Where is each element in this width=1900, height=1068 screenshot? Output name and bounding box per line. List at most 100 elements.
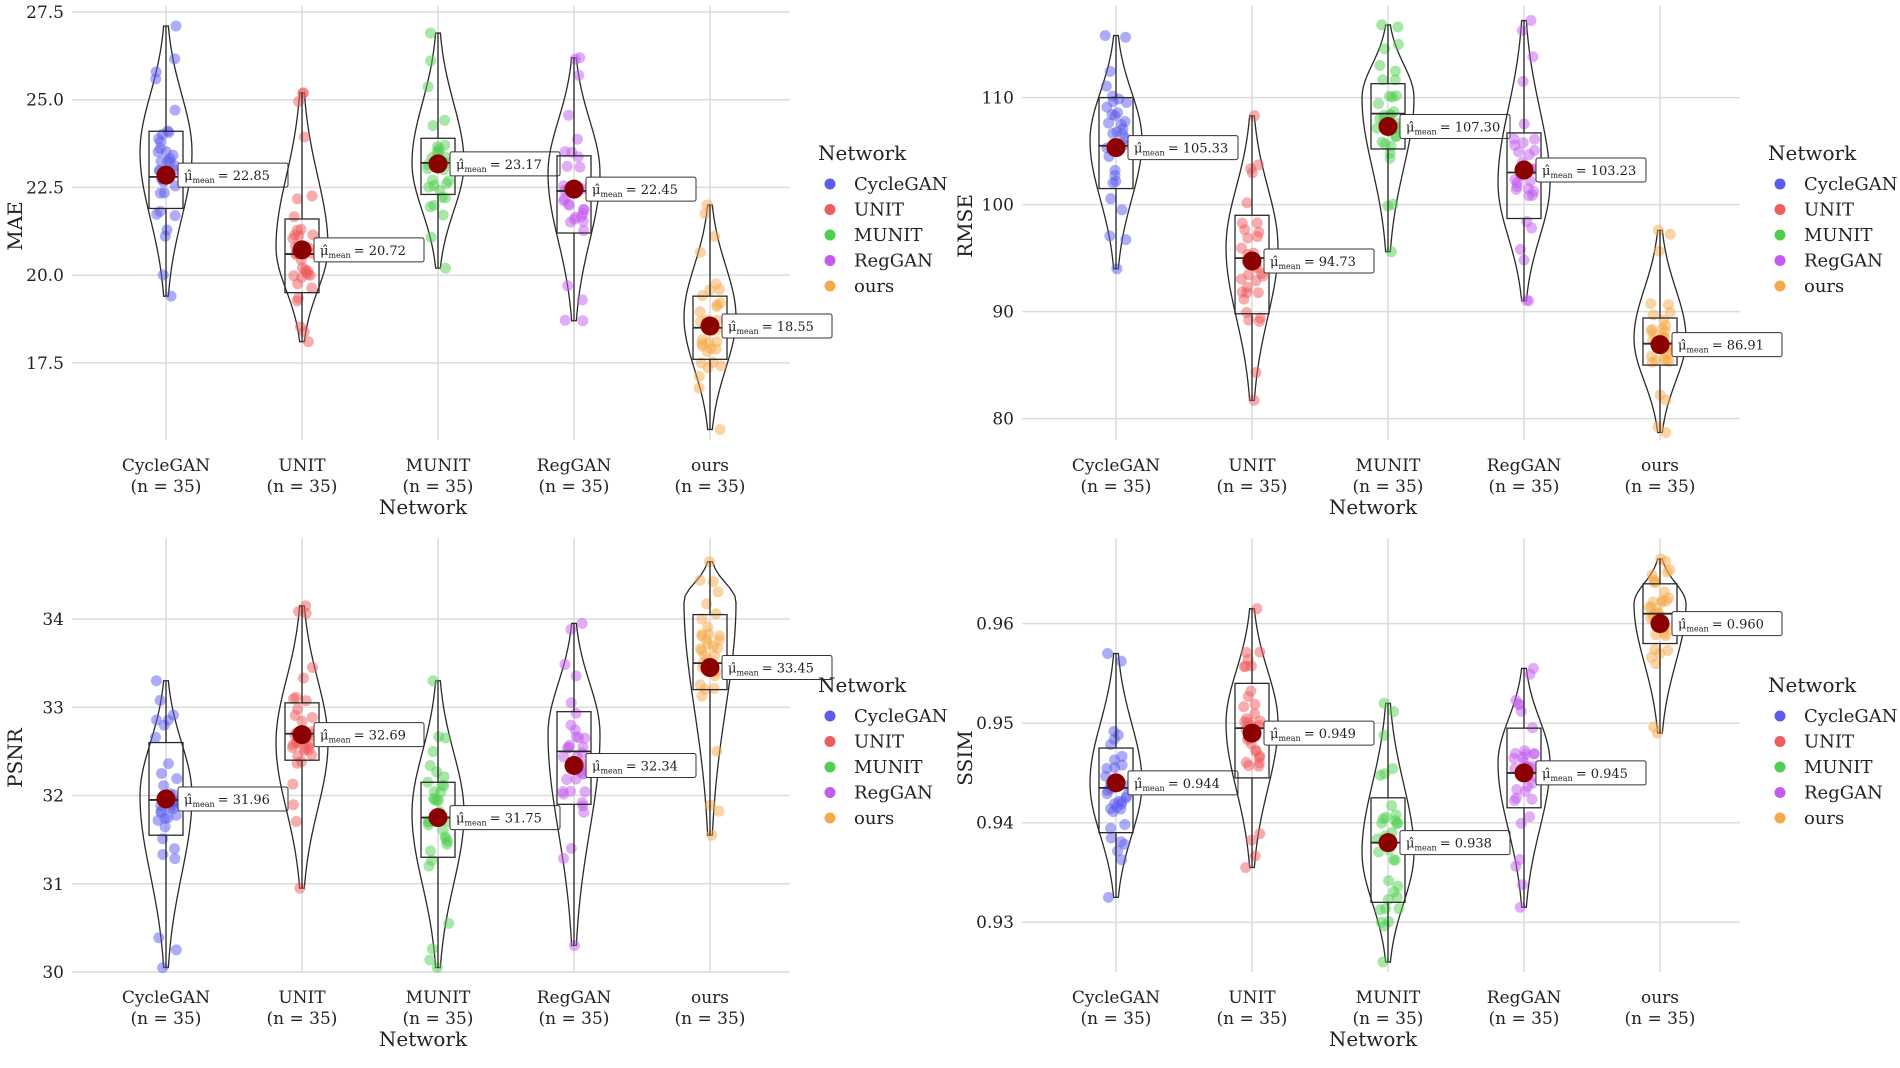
psnr-data-point bbox=[151, 714, 163, 726]
mean-symbol: μ̂ bbox=[592, 760, 600, 775]
psnr-data-point bbox=[171, 773, 183, 785]
ssim-xtick-label: MUNIT bbox=[1356, 988, 1421, 1008]
mean-symbol: μ̂ bbox=[456, 158, 464, 173]
ssim-data-point bbox=[1378, 697, 1390, 709]
ssim-xtick-n-label: (n = 35) bbox=[1081, 1009, 1152, 1029]
psnr-xtick-n-label: (n = 35) bbox=[267, 1009, 338, 1029]
rmse-data-point bbox=[1105, 193, 1117, 205]
rmse-legend-swatch bbox=[1774, 255, 1786, 266]
psnr-data-point bbox=[290, 816, 302, 827]
rmse-mean-annotation-text: μ̂mean = 86.91 bbox=[1678, 339, 1764, 355]
rmse-xtick-n-label: (n = 35) bbox=[1217, 477, 1288, 497]
psnr-data-point bbox=[577, 741, 589, 753]
rmse-data-point bbox=[1647, 309, 1659, 321]
ssim-mean-point bbox=[1106, 773, 1126, 793]
ssim-data-point bbox=[1378, 729, 1390, 741]
psnr-data-point bbox=[563, 741, 575, 753]
rmse-y-axis-label: RMSE bbox=[953, 194, 977, 258]
rmse-data-point bbox=[1241, 281, 1253, 293]
mae-mean-annotation-text: μ̂mean = 18.55 bbox=[728, 320, 814, 336]
mae-group-munit: μ̂mean = 23.17 bbox=[411, 27, 561, 274]
psnr-data-point bbox=[707, 576, 719, 588]
mean-subscript: mean bbox=[1686, 346, 1708, 355]
mae-legend-label: UNIT bbox=[854, 200, 904, 221]
ssim-group-ours: μ̂mean = 0.960 bbox=[1633, 553, 1783, 739]
ssim-xtick-n-label: (n = 35) bbox=[1353, 1009, 1424, 1029]
ssim-legend-label: RegGAN bbox=[1804, 783, 1883, 804]
rmse-group-unit: μ̂mean = 94.73 bbox=[1225, 110, 1375, 406]
mae-data-point bbox=[578, 225, 590, 237]
rmse-data-point bbox=[1254, 312, 1266, 324]
ssim-group-cyclegan: μ̂mean = 0.944 bbox=[1089, 647, 1239, 903]
mae-data-point bbox=[709, 230, 721, 242]
psnr-data-point bbox=[158, 780, 170, 792]
ssim-mean-point bbox=[1242, 723, 1262, 743]
mae-data-point bbox=[576, 294, 588, 306]
mean-subscript: mean bbox=[1414, 127, 1436, 136]
mean-value: = 31.75 bbox=[490, 812, 542, 827]
mae-data-point bbox=[571, 133, 583, 145]
ssim-group-reggan: μ̂mean = 0.945 bbox=[1497, 662, 1647, 913]
psnr-data-point bbox=[557, 852, 569, 864]
rmse-xtick-label: MUNIT bbox=[1356, 456, 1421, 476]
mae-data-point bbox=[157, 269, 169, 281]
mean-symbol: μ̂ bbox=[320, 729, 328, 744]
ssim-data-point bbox=[1115, 655, 1127, 667]
rmse-mean-point bbox=[1242, 251, 1262, 271]
mae-ytick-label: 20.0 bbox=[26, 266, 64, 286]
psnr-group-cyclegan: μ̂mean = 31.96 bbox=[139, 675, 289, 974]
mae-legend-label: MUNIT bbox=[854, 225, 922, 246]
mean-value: = 0.960 bbox=[1712, 618, 1764, 633]
psnr-data-point bbox=[294, 882, 306, 894]
psnr-data-point bbox=[570, 707, 582, 719]
mae-data-point bbox=[694, 306, 706, 318]
rmse-data-point bbox=[1514, 243, 1526, 255]
mae-data-point bbox=[574, 161, 586, 173]
psnr-data-point bbox=[159, 821, 171, 833]
psnr-data-point bbox=[286, 741, 298, 753]
rmse-data-point bbox=[1107, 96, 1119, 108]
psnr-legend-label: MUNIT bbox=[854, 757, 922, 778]
psnr-data-point bbox=[153, 932, 165, 944]
rmse-data-point bbox=[1660, 427, 1672, 439]
mae-xtick-n-label: (n = 35) bbox=[267, 477, 338, 497]
ssim-data-point bbox=[1102, 891, 1114, 903]
psnr-data-point bbox=[558, 751, 570, 763]
rmse-grid bbox=[1022, 6, 1740, 440]
rmse-legend-label: ours bbox=[1804, 276, 1844, 297]
ssim-mean-point bbox=[1650, 614, 1670, 634]
rmse-data-point bbox=[1392, 38, 1404, 50]
psnr-data-point bbox=[439, 831, 451, 843]
mae-xtick-n-label: (n = 35) bbox=[403, 477, 474, 497]
ssim-data-point bbox=[1254, 646, 1266, 658]
mean-subscript: mean bbox=[328, 736, 350, 745]
rmse-legend-label: UNIT bbox=[1804, 200, 1854, 221]
psnr-data-point bbox=[565, 623, 577, 635]
rmse-data-point bbox=[1516, 25, 1528, 37]
mae-data-point bbox=[562, 280, 574, 292]
mae-ytick-label: 25.0 bbox=[26, 91, 64, 111]
mean-symbol: μ̂ bbox=[1406, 120, 1414, 135]
ssim-data-point bbox=[1393, 903, 1405, 915]
ssim-data-point bbox=[1105, 832, 1117, 844]
rmse-data-point bbox=[1389, 65, 1401, 77]
mae-mean-point bbox=[292, 240, 312, 260]
rmse-data-point bbox=[1241, 197, 1253, 209]
ssim-data-point bbox=[1519, 785, 1531, 797]
mae-data-point bbox=[714, 297, 726, 309]
mean-value: = 22.85 bbox=[218, 169, 270, 184]
psnr-legend: Network CycleGAN UNIT MUNIT RegGAN ours bbox=[818, 673, 948, 829]
mean-value: = 103.23 bbox=[1576, 164, 1637, 179]
mae-data-point bbox=[291, 193, 303, 205]
rmse-data-point bbox=[1104, 65, 1116, 77]
mean-value: = 22.45 bbox=[626, 183, 678, 198]
rmse-data-point bbox=[1238, 293, 1250, 305]
psnr-mean-point bbox=[564, 756, 584, 776]
rmse-data-point bbox=[1525, 15, 1537, 27]
psnr-data-point bbox=[167, 709, 179, 721]
psnr-ytick-label: 34 bbox=[42, 610, 64, 630]
psnr-data-point bbox=[427, 745, 439, 757]
ssim-xtick-label: RegGAN bbox=[1487, 988, 1562, 1008]
psnr-mean-annotation-box bbox=[449, 805, 561, 831]
rmse-xtick-n-label: (n = 35) bbox=[1081, 477, 1152, 497]
